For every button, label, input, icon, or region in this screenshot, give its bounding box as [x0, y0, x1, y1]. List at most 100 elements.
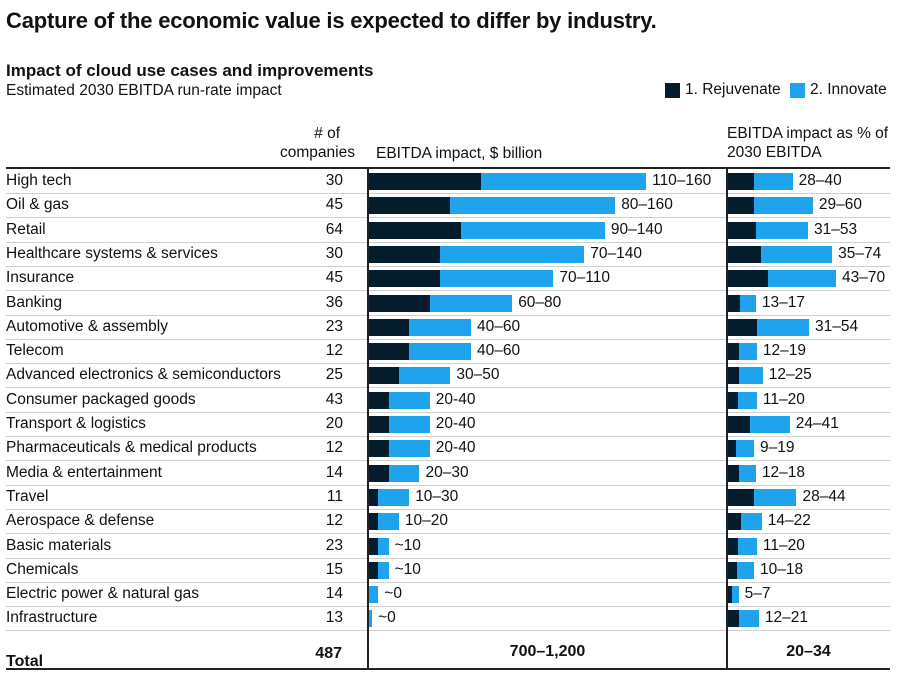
impact_billion-bar-innovate [440, 245, 585, 263]
impact_billion-bar-rejuvenate [368, 318, 410, 336]
impact_pct-bar-innovate [738, 343, 757, 361]
company-count: 12 [325, 439, 343, 457]
impact_pct-bar-innovate [754, 197, 813, 215]
impact_pct-label: 5–7 [744, 585, 771, 603]
total-companies: 487 [315, 645, 342, 662]
impact_billion-bar-innovate [440, 270, 554, 288]
industry-name: Basic materials [6, 536, 112, 554]
impact_billion-bar-rejuvenate [368, 464, 389, 482]
impact_pct-label: 11–20 [762, 536, 805, 554]
impact_billion-label: ~10 [394, 560, 421, 578]
company-count: 64 [325, 220, 343, 238]
impact_billion-bar-rejuvenate [368, 294, 430, 312]
impact_pct-label: 12–19 [762, 342, 807, 360]
industry-name: Chemicals [6, 560, 79, 578]
industry-name: Pharmaceuticals & medical products [6, 439, 257, 457]
impact_billion-label: ~0 [384, 585, 402, 603]
industry-name: Advanced electronics & semiconductors [6, 366, 281, 384]
impact_billion-label: 20-40 [435, 439, 476, 457]
impact_pct-label: 28–40 [798, 172, 842, 189]
legend-innovate: 2. Innovate [790, 81, 887, 99]
industry-name: Transport & logistics [6, 415, 146, 432]
impact_billion-bar-innovate [388, 416, 430, 433]
legend-swatch-rejuvenate [665, 82, 680, 98]
impact_billion-label: 20–30 [425, 463, 469, 481]
impact_pct-bar-rejuvenate [727, 367, 739, 385]
table-row: High tech 30 110–160 28–40 [6, 169, 890, 194]
legend-rejuvenate: 1. Rejuvenate [665, 81, 781, 99]
table-row: Infrastructure 13 ~0 12–21 [6, 606, 890, 632]
impact_billion-bar-innovate [429, 294, 513, 312]
impact_pct-label: 31–54 [815, 317, 859, 335]
impact_billion-bar-innovate [368, 610, 373, 628]
impact_pct-bar-rejuvenate [727, 586, 732, 604]
company-count: 13 [325, 609, 343, 627]
impact_billion-label: 10–30 [415, 487, 459, 505]
impact_billion-bar-innovate [450, 197, 616, 215]
impact_pct-bar-innovate [756, 318, 810, 336]
impact_pct-bar-rejuvenate [727, 537, 738, 555]
page-title: Capture of the economic value is expecte… [6, 8, 657, 33]
chart-subtitle-2: Estimated 2030 EBITDA run-rate impact [6, 82, 282, 99]
impact_pct-bar-innovate [768, 270, 837, 288]
impact_pct-bar-innovate [754, 488, 797, 506]
industry-name: Aerospace & defense [6, 512, 155, 530]
impact_pct-bar-innovate [735, 440, 754, 458]
impact_pct-bar-rejuvenate [727, 294, 740, 312]
impact_pct-bar-rejuvenate [727, 245, 761, 263]
header-rule [6, 167, 890, 169]
impact_pct-label: 29–60 [818, 196, 862, 214]
impact_billion-bar-rejuvenate [368, 488, 379, 506]
header-companies: # of companies [280, 125, 355, 161]
company-count: 12 [325, 342, 343, 360]
company-count: 23 [325, 317, 343, 335]
impact_billion-bar-innovate [481, 173, 647, 190]
impact_pct-bar-rejuvenate [727, 343, 739, 361]
table-row: Telecom 12 40–60 12–19 [6, 339, 890, 365]
impact_pct-label: 43–70 [842, 269, 886, 287]
impact_pct-bar-rejuvenate [727, 416, 751, 433]
impact_pct-bar-innovate [738, 610, 759, 628]
impact_billion-label: 70–110 [559, 269, 610, 287]
impact_pct-bar-innovate [740, 513, 762, 531]
impact_billion-bar-innovate [368, 586, 379, 604]
industry-name: Telecom [6, 342, 64, 360]
impact_pct-label: 12–25 [768, 366, 812, 384]
impact_billion-label: 40–60 [477, 317, 521, 335]
company-count: 45 [325, 269, 343, 287]
header-pct: EBITDA impact as % of 2030 EBITDA [727, 125, 889, 161]
impact_pct-label: 14–22 [767, 512, 811, 530]
impact_pct-bar-innovate [750, 416, 790, 433]
impact_pct-bar-innovate [760, 245, 833, 263]
table-row: Media & entertainment 14 20–30 12–18 [6, 461, 890, 486]
table-row: Pharmaceuticals & medical products 12 20-4… [6, 436, 890, 462]
impact_pct-label: 10–18 [760, 560, 804, 578]
impact_billion-bar-rejuvenate [368, 270, 441, 288]
impact_billion-bar-rejuvenate [368, 221, 461, 239]
impact_billion-bar-rejuvenate [368, 416, 389, 433]
impact_pct-bar-rejuvenate [727, 318, 757, 336]
impact_pct-bar-rejuvenate [727, 173, 755, 190]
industry-name: Retail [6, 220, 46, 238]
impact_pct-bar-innovate [731, 586, 739, 604]
industry-name: Travel [6, 487, 49, 505]
impact_pct-bar-innovate [737, 391, 757, 409]
impact_billion-bar-rejuvenate [368, 537, 379, 555]
company-count: 11 [326, 487, 343, 505]
impact_billion-bar-innovate [409, 343, 471, 361]
impact_pct-bar-rejuvenate [727, 440, 736, 458]
impact_billion-bar-innovate [388, 464, 420, 482]
impact_pct-label: 28–44 [802, 487, 846, 505]
impact_billion-label: ~10 [394, 536, 421, 554]
impact_billion-bar-innovate [378, 513, 399, 531]
company-count: 14 [325, 463, 343, 481]
impact_pct-bar-innovate [755, 221, 809, 239]
impact_billion-label: 20-40 [435, 390, 476, 408]
impact_billion-bar-rejuvenate [368, 513, 379, 531]
impact_billion-bar-innovate [378, 488, 410, 506]
impact_billion-label: 60–80 [518, 293, 562, 311]
impact_billion-bar-rejuvenate [368, 367, 399, 385]
table-row: Retail 64 90–140 31–53 [6, 218, 890, 243]
impact_billion-label: 70–140 [590, 244, 643, 262]
divider-impact [367, 167, 369, 669]
